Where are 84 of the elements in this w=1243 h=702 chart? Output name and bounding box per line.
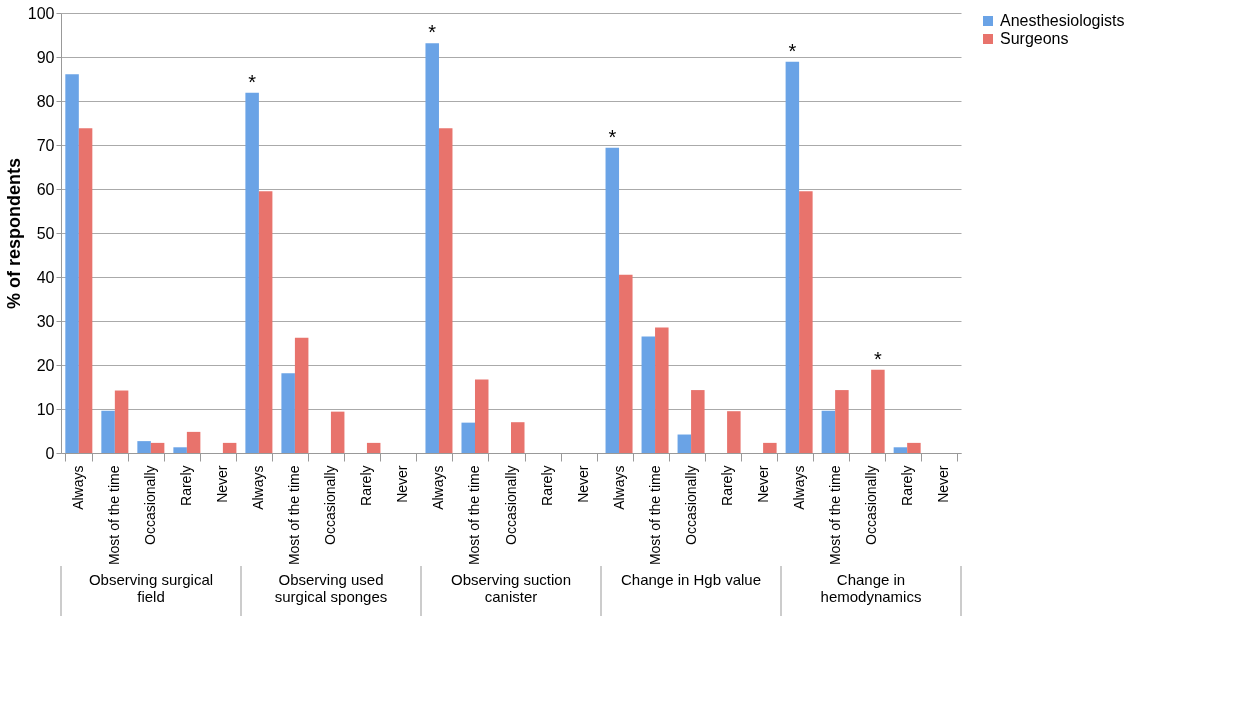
- bar: [835, 390, 849, 453]
- x-tick-label: Most of the time: [466, 465, 483, 566]
- bar: [366, 442, 381, 453]
- bar: [222, 442, 237, 453]
- x-tick-label: Always: [610, 465, 627, 510]
- x-tick-label: Occasionally: [682, 465, 699, 545]
- bar: [785, 61, 800, 453]
- bar: [691, 390, 705, 453]
- bar: [65, 74, 79, 453]
- bar: [258, 191, 273, 453]
- y-tick-label: 50: [36, 224, 55, 242]
- bar: [727, 411, 741, 453]
- x-tick-label: Always: [430, 465, 447, 510]
- x-tick-label: Always: [70, 465, 87, 510]
- legend-label: Anesthesiologists: [1000, 12, 1125, 29]
- x-tick-label: Never: [214, 465, 231, 503]
- data-label: *: [428, 21, 437, 44]
- x-tick-label: Never: [574, 465, 591, 503]
- x-tick-label: Always: [790, 465, 807, 510]
- y-tick-label: 40: [36, 268, 55, 286]
- data-label: *: [874, 347, 882, 370]
- x-tick-label: Rarely: [538, 465, 555, 506]
- bar: [511, 422, 525, 453]
- x-tick-label: Occasionally: [142, 465, 159, 545]
- bar: [330, 411, 345, 453]
- x-tick-label: Rarely: [718, 465, 735, 506]
- bar: [893, 447, 908, 453]
- bar: [114, 390, 129, 453]
- y-tick-label: 10: [36, 400, 55, 418]
- legend-label: Surgeons: [1000, 30, 1069, 47]
- bar: [281, 373, 295, 453]
- x-tick-label: Never: [754, 465, 771, 503]
- y-tick-label: 80: [36, 92, 55, 110]
- data-label: *: [248, 70, 257, 93]
- bar: [150, 442, 165, 453]
- bar: [173, 447, 187, 453]
- bar: [186, 431, 201, 453]
- bar: [461, 422, 475, 453]
- x-tick-label: Rarely: [178, 465, 195, 506]
- x-tick-label: Most of the time: [106, 465, 123, 566]
- text: Observing suction canister: [450, 571, 572, 605]
- bar: [294, 337, 309, 453]
- y-tick-label: 100: [27, 4, 55, 22]
- bar: [677, 434, 692, 453]
- text: Observing used surgical sponges: [274, 571, 388, 605]
- bar: [763, 442, 777, 453]
- bar: [619, 274, 633, 453]
- y-tick-label: 90: [36, 48, 55, 66]
- y-axis-title: % of respondents: [3, 157, 24, 310]
- x-tick-label: Most of the time: [646, 465, 663, 566]
- x-tick-label: Always: [250, 465, 267, 510]
- bar: [641, 336, 656, 453]
- x-tick-label: Never: [394, 465, 411, 503]
- bar: [871, 369, 885, 453]
- bar: [137, 441, 151, 453]
- x-tick-label: Most of the time: [286, 465, 303, 566]
- y-tick-label: 30: [36, 312, 55, 330]
- text: Observing surgical field: [88, 571, 214, 605]
- data-label: *: [788, 39, 797, 62]
- bar: [245, 92, 259, 453]
- x-tick-label: Most of the time: [826, 465, 843, 566]
- y-tick-label: 20: [36, 356, 55, 374]
- bar: [799, 191, 813, 453]
- x-tick-label: Rarely: [358, 465, 375, 506]
- bar: [605, 147, 620, 453]
- x-tick-label: Rarely: [898, 465, 915, 506]
- text: Change in hemodynamics: [820, 571, 922, 605]
- bar: [78, 128, 93, 453]
- x-tick-label: Occasionally: [502, 465, 519, 545]
- bar: [474, 379, 489, 453]
- text: Change in Hgb value: [620, 571, 762, 588]
- bar: [425, 43, 439, 453]
- x-tick-label: Occasionally: [862, 465, 879, 545]
- y-tick-label: 70: [36, 136, 55, 154]
- x-tick-label: Occasionally: [322, 465, 339, 545]
- x-tick-label: Never: [934, 465, 951, 503]
- bar: [438, 128, 453, 453]
- y-tick-label: 60: [36, 180, 55, 198]
- bar: [101, 410, 115, 453]
- data-label: *: [608, 125, 617, 148]
- y-tick-label: 0: [45, 444, 55, 462]
- bar: [907, 442, 921, 453]
- bar: [821, 410, 836, 453]
- bar: [655, 327, 669, 453]
